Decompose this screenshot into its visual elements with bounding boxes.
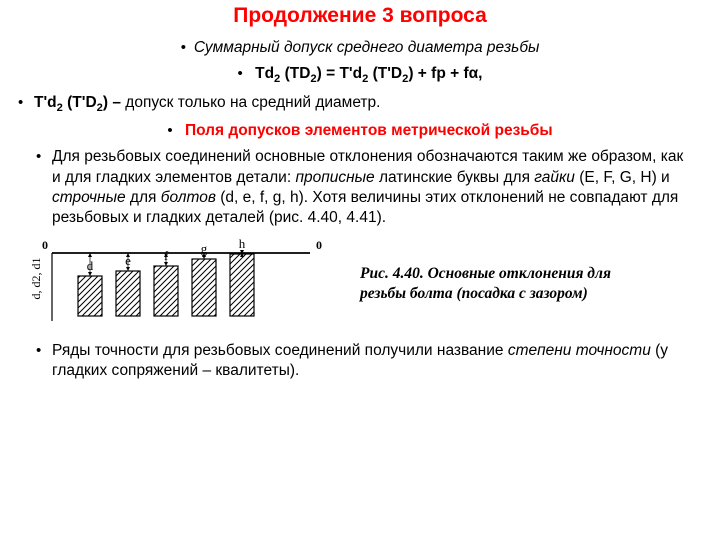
- figure-row: 0 0 d, d2, d1 d e f g h Рис. 4.40. Основные отк…: [30, 236, 690, 331]
- line-2: Td2 (TD2) = T'd2 (T'D2) + fp + fα,: [30, 64, 690, 87]
- svg-text:e: e: [125, 253, 131, 268]
- line-5: Для резьбовых соединений основные отклон…: [30, 147, 690, 228]
- line-3-tail: допуск только на средний диаметр.: [125, 94, 380, 111]
- formula: Td2 (TD2) = T'd2 (T'D2) + fp + fα,: [255, 65, 482, 82]
- svg-text:g: g: [201, 241, 208, 256]
- svg-text:0: 0: [316, 238, 322, 252]
- figure-caption: Рис. 4.40. Основные отклонения для резьб…: [360, 264, 680, 303]
- svg-text:0: 0: [42, 238, 48, 252]
- svg-text:f: f: [164, 248, 169, 263]
- line-4: Поля допусков элементов метрической резь…: [30, 121, 690, 141]
- term: T'd2 (T'D2) –: [34, 94, 125, 111]
- subheading: Поля допусков элементов метрической резь…: [185, 122, 553, 139]
- body-text: Суммарный допуск среднего диаметра резьб…: [30, 38, 690, 228]
- body-text-after: Ряды точности для резьбовых соединений п…: [30, 341, 690, 381]
- caption-line-2: резьбы болта (посадка с зазором): [360, 285, 588, 302]
- svg-text:h: h: [239, 236, 246, 251]
- svg-text:d, d2, d1: d, d2, d1: [30, 258, 43, 300]
- svg-text:d: d: [87, 258, 94, 273]
- line-1: Суммарный допуск среднего диаметра резьб…: [30, 38, 690, 58]
- slide: Продолжение 3 вопроса Суммарный допуск с…: [0, 0, 720, 540]
- slide-title: Продолжение 3 вопроса: [30, 4, 690, 28]
- figure-svg-wrap: 0 0 d, d2, d1 d e f g h: [30, 236, 330, 331]
- figure-4-40: 0 0 d, d2, d1 d e f g h: [30, 236, 330, 326]
- line-1-text: Суммарный допуск среднего диаметра резьб…: [194, 39, 540, 56]
- caption-line-1: Рис. 4.40. Основные отклонения для: [360, 265, 611, 282]
- line-6: Ряды точности для резьбовых соединений п…: [30, 341, 690, 381]
- line-3: T'd2 (T'D2) – допуск только на средний д…: [12, 93, 690, 116]
